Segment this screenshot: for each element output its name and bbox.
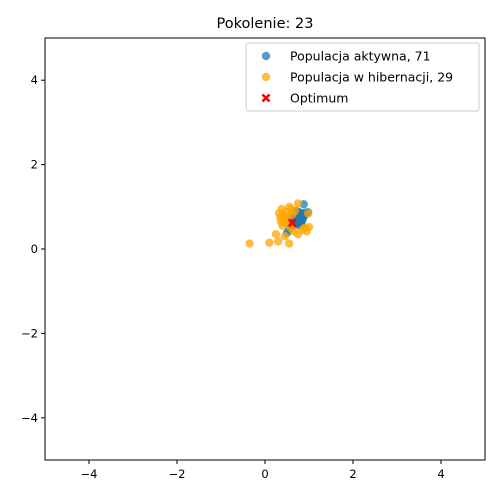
data-points xyxy=(245,199,314,248)
y-tick-label: 4 xyxy=(31,73,38,87)
legend-label: Optimum xyxy=(290,91,348,106)
legend-label: Populacja w hibernacji, 29 xyxy=(290,70,453,85)
data-point xyxy=(300,223,309,233)
legend-box xyxy=(245,42,480,112)
x-axis-ticks: −4 −2 0 2 4 xyxy=(81,460,445,481)
data-point xyxy=(274,237,283,246)
x-tick-label: −2 xyxy=(169,467,186,481)
x-tick-label: 2 xyxy=(349,467,356,481)
y-tick-label: −2 xyxy=(21,326,38,340)
legend: Populacja aktywna, 71 Populacja w hiberna… xyxy=(245,42,480,112)
data-point xyxy=(293,199,303,208)
chart-title: Pokolenie: 23 xyxy=(217,16,314,32)
data-point xyxy=(276,217,286,226)
legend-marker xyxy=(261,72,271,82)
y-axis-ticks: −4 −2 0 2 4 xyxy=(21,73,45,425)
data-point xyxy=(271,230,281,239)
data-point xyxy=(245,239,254,248)
data-point xyxy=(280,232,289,241)
y-tick-label: −4 xyxy=(21,411,38,425)
y-tick-label: 0 xyxy=(31,242,38,256)
y-tick-label: 2 xyxy=(31,158,38,172)
axes-frame xyxy=(44,37,486,461)
data-point xyxy=(265,238,274,247)
series-1 xyxy=(245,199,314,248)
data-point xyxy=(303,209,313,218)
legend-marker xyxy=(261,93,271,103)
series-2 xyxy=(287,218,297,228)
data-point xyxy=(285,239,294,248)
x-tick-label: 0 xyxy=(261,467,268,481)
x-tick-label: −4 xyxy=(81,467,98,481)
legend-label: Populacja aktywna, 71 xyxy=(290,49,431,64)
optimum-point xyxy=(287,218,297,228)
data-point xyxy=(290,206,300,216)
legend-marker xyxy=(261,51,271,61)
x-tick-label: 4 xyxy=(437,467,444,481)
